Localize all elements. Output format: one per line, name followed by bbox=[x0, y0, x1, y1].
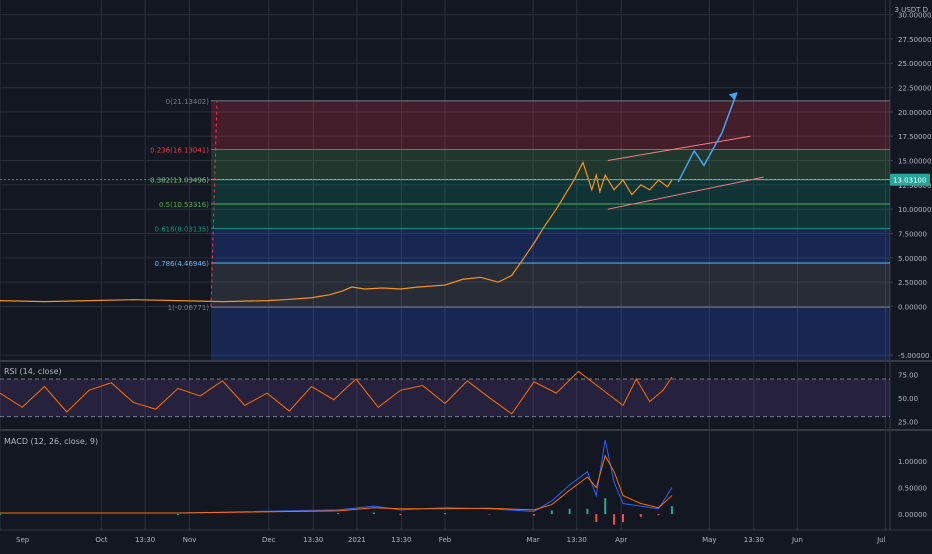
projection-path bbox=[677, 92, 738, 183]
current-price-tag-bg bbox=[890, 173, 930, 186]
price-axis-tick-label: 12.50000 bbox=[898, 182, 931, 190]
price-axis-tick-label: 7.50000 bbox=[898, 231, 927, 239]
fib-zone bbox=[211, 100, 890, 150]
fib-zone bbox=[211, 262, 890, 308]
rsi-axis-tick-label: 50.00 bbox=[898, 395, 918, 403]
grid-lines bbox=[0, 0, 890, 530]
time-axis-tick-label: 13:30 bbox=[391, 536, 411, 544]
time-axis-tick-label: Jul bbox=[876, 536, 886, 544]
time-axis-tick-label: Dec bbox=[262, 536, 276, 544]
fib-zone bbox=[211, 179, 890, 205]
fib-level-label: 0(21.13402) bbox=[166, 98, 210, 106]
macd-histogram-bar bbox=[657, 514, 660, 516]
fib-level-label: 0.786(4.46946) bbox=[155, 260, 210, 268]
time-axis: Sep Oct 13:30 Nov Dec 13:30 2021 13:30 Feb Mar 13:… bbox=[16, 536, 886, 544]
price-axis-tick-label: 5.00000 bbox=[898, 255, 927, 263]
time-axis-tick-label: Apr bbox=[615, 536, 627, 544]
time-axis-tick-label: May bbox=[702, 536, 716, 544]
price-axis-label: 3 USDT D bbox=[894, 6, 928, 14]
macd-signal-line bbox=[0, 454, 673, 514]
macd-axis-tick-label: 0.00000 bbox=[898, 511, 927, 519]
macd-histogram-bar bbox=[568, 508, 571, 515]
current-price-tag: 13.03100 bbox=[893, 177, 926, 185]
macd-histogram-bar bbox=[586, 508, 589, 515]
macd-histogram-bar bbox=[639, 514, 642, 517]
price-axis-tick-label: 0.00000 bbox=[898, 303, 927, 311]
macd-histogram-bar bbox=[670, 506, 673, 515]
macd-histogram-bar bbox=[337, 513, 340, 515]
time-axis-tick-label: 13:30 bbox=[567, 536, 587, 544]
time-axis-tick-label: 13:30 bbox=[303, 536, 323, 544]
rsi-pane: RSI (14, close) 75.00 50.00 25.00 bbox=[0, 367, 918, 426]
price-axis: 3 USDT D30.00000 27.50000 25.00000 22.50000… bbox=[890, 6, 931, 360]
macd-line bbox=[0, 439, 673, 514]
time-axis-tick-label: Nov bbox=[183, 536, 197, 544]
price-axis-tick-label: 25.00000 bbox=[898, 60, 931, 68]
time-axis-tick-label: Mar bbox=[527, 536, 540, 544]
price-axis-tick-label: 17.50000 bbox=[898, 133, 931, 141]
macd-histogram-bar bbox=[622, 514, 624, 523]
macd-histogram-bar bbox=[444, 513, 446, 515]
channel-lower-trendline bbox=[607, 176, 764, 210]
fib-zone bbox=[211, 149, 890, 180]
rsi-indicator-label: RSI (14, close) bbox=[4, 367, 62, 376]
price-axis-tick-label: 20.00000 bbox=[898, 109, 931, 117]
fib-level-label: 0.5(10.53316) bbox=[159, 201, 209, 209]
price-axis-tick-label: 22.50000 bbox=[898, 85, 931, 93]
macd-histogram-bar bbox=[613, 514, 616, 525]
projection-arrowhead bbox=[728, 92, 737, 101]
rsi-line bbox=[0, 370, 673, 415]
fib-level-label: 0.618(8.03135) bbox=[155, 225, 210, 233]
price-axis-tick-label: 10.00000 bbox=[898, 206, 931, 214]
time-axis-tick-label: 13:30 bbox=[135, 536, 155, 544]
fibonacci-retracement: 0(21.13402) 0.236(16.13041) 0.382(13.03496… bbox=[150, 98, 890, 360]
rsi-axis-tick-label: 25.00 bbox=[898, 418, 918, 426]
time-axis-tick-label: Sep bbox=[16, 536, 30, 544]
time-axis-tick-label: 13:30 bbox=[744, 536, 764, 544]
macd-histogram-bar bbox=[0, 514, 1, 516]
fib-zone bbox=[211, 307, 890, 360]
rsi-band bbox=[0, 378, 890, 417]
macd-histogram-bar bbox=[550, 510, 553, 515]
price-axis-tick-label: 30.00000 bbox=[898, 12, 931, 20]
macd-histogram-bar bbox=[595, 514, 598, 523]
macd-histogram-bar bbox=[177, 514, 179, 516]
macd-indicator-label: MACD (12, 26, close, 9) bbox=[4, 437, 98, 446]
macd-histogram-bar bbox=[533, 514, 535, 516]
time-axis-tick-label: Oct bbox=[95, 536, 107, 544]
macd-histogram-bar bbox=[399, 514, 402, 516]
price-series-line bbox=[0, 160, 673, 303]
time-axis-tick-label: 2021 bbox=[348, 536, 366, 544]
fib-zone bbox=[211, 228, 890, 263]
fib-anchor-line bbox=[210, 100, 218, 307]
macd-histogram-bar bbox=[604, 498, 607, 515]
rsi-axis-tick-label: 75.00 bbox=[898, 371, 918, 379]
macd-histogram-bar bbox=[372, 512, 375, 515]
price-axis-tick-label: 15.00000 bbox=[898, 158, 931, 166]
fib-level-label: 0.236(16.13041) bbox=[150, 147, 209, 155]
macd-axis-tick-label: 0.50000 bbox=[898, 485, 927, 493]
channel-upper-trendline bbox=[607, 135, 751, 162]
macd-pane: MACD (12, 26, close, 9) 1.00000 0.50000 0.0… bbox=[0, 437, 927, 525]
macd-histogram-bar bbox=[488, 514, 491, 515]
fib-level-label: 1(-0.06771) bbox=[168, 304, 210, 312]
time-axis-tick-label: Feb bbox=[439, 536, 452, 544]
price-axis-tick-label: 27.50000 bbox=[898, 36, 931, 44]
fib-zone bbox=[211, 204, 890, 229]
fib-level-label: 0.382(13.03496) bbox=[150, 177, 209, 185]
price-axis-tick-label: 2.50000 bbox=[898, 279, 927, 287]
price-axis-tick-label: -5.00000 bbox=[898, 352, 929, 360]
time-axis-tick-label: Jun bbox=[791, 536, 803, 544]
macd-axis-tick-label: 1.00000 bbox=[898, 458, 927, 466]
